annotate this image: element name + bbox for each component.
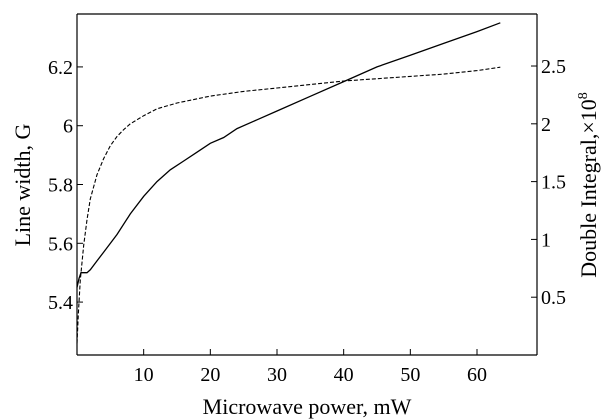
y2-tick-label-1: 1 (541, 229, 551, 251)
x-tick-label-5: 60 (467, 364, 487, 386)
y2-tick-label-4: 2.5 (541, 56, 566, 78)
x-tick-label-3: 40 (334, 364, 354, 386)
x-tick-label-4: 50 (400, 364, 420, 386)
series (76, 22, 501, 344)
y2-tick-label-0: 0.5 (541, 287, 566, 309)
y-tick-label-4: 6.2 (48, 57, 73, 79)
axes (76, 13, 538, 356)
y2-axis-title-exponent: 8 (576, 92, 591, 99)
y2-tick-label-2: 1.5 (541, 172, 566, 194)
x-tick-label-1: 20 (200, 364, 220, 386)
y2-axis-title: Double Integral,×108 (576, 92, 601, 278)
y-tick-label-1: 5.6 (48, 233, 73, 255)
y-tick-label-0: 5.4 (48, 292, 73, 314)
y-axis-title: Line width, G (10, 123, 35, 246)
ticks: 10 20 30 40 50 60 5.4 5.6 5.8 6 6.2 0.5 1 1.5 2 2.5 (48, 56, 566, 386)
series-line-1 (76, 66, 501, 344)
x-axis-title: Microwave power, mW (203, 394, 412, 419)
x-tick-label-2: 30 (267, 364, 287, 386)
y-tick-label-2: 5.8 (48, 175, 73, 197)
y-tick-label-3: 6 (63, 116, 73, 138)
series-line-0 (76, 22, 501, 288)
y2-axis-title-text: Double Integral,×10 (576, 99, 601, 278)
x-tick-label-0: 10 (134, 364, 154, 386)
y2-tick-label-3: 2 (541, 114, 551, 136)
